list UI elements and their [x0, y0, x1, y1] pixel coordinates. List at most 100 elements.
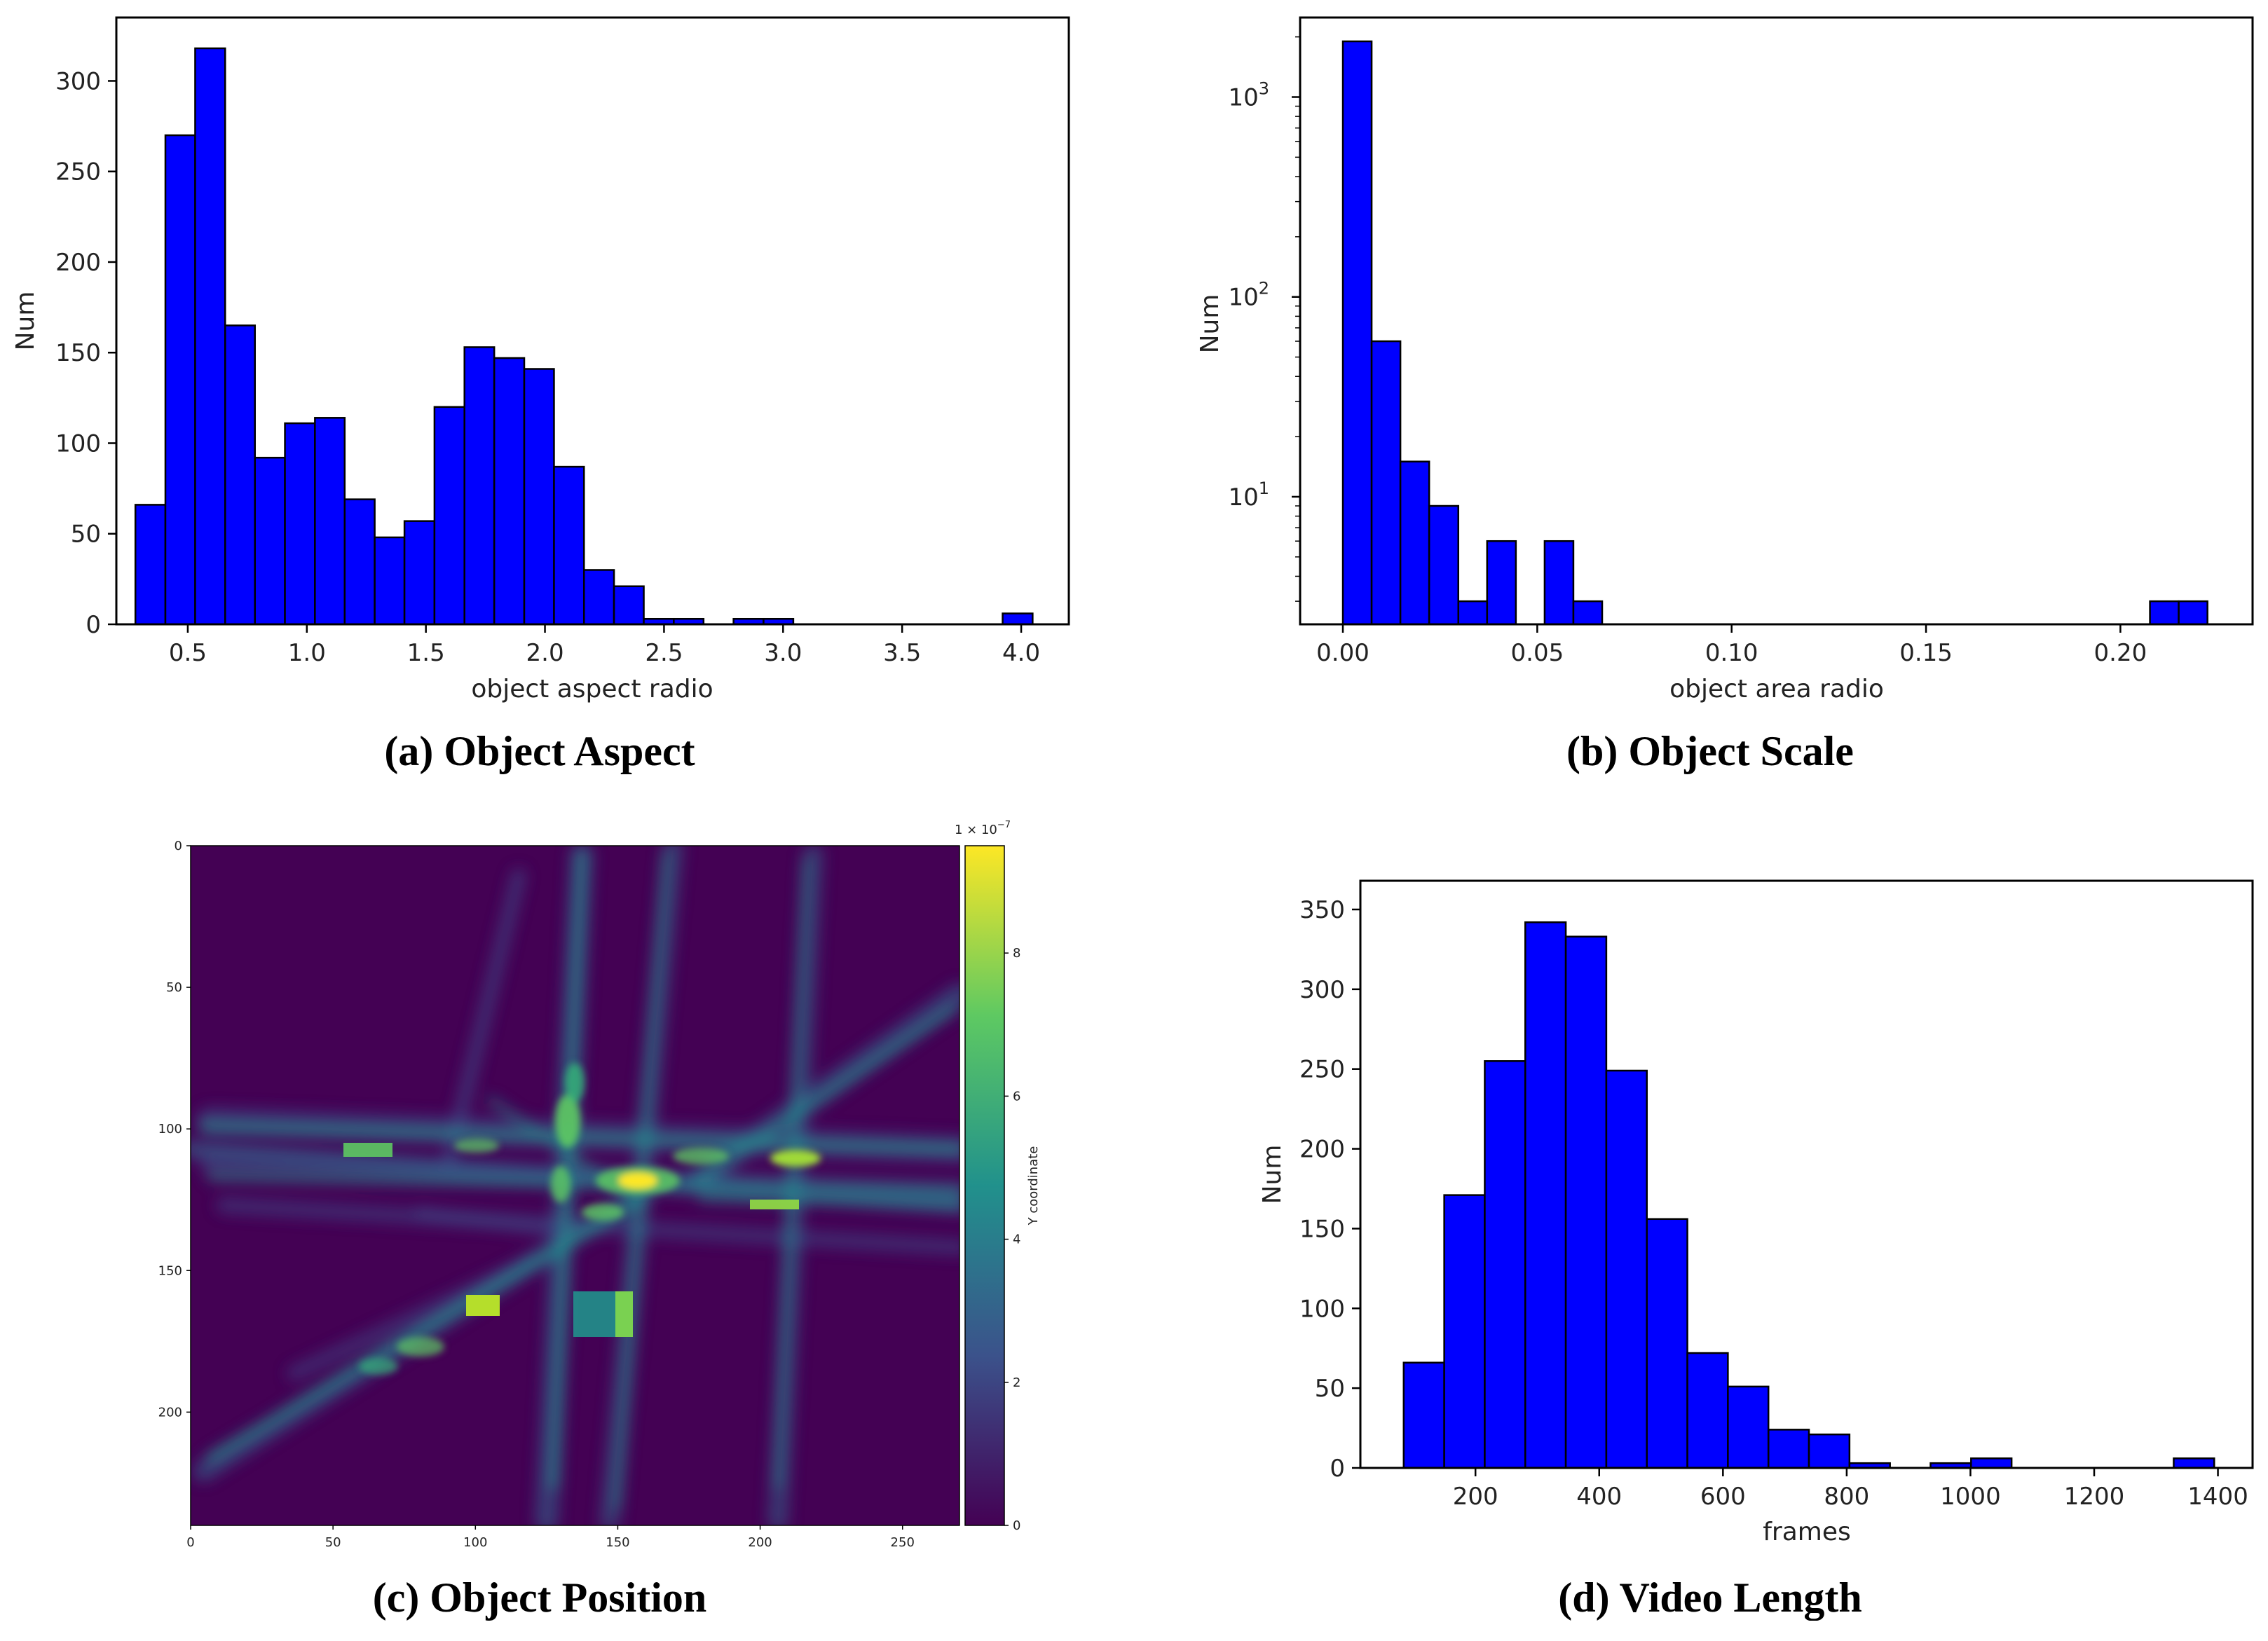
- histogram-bar: [1767, 1429, 1810, 1469]
- histogram-bar: [254, 456, 286, 626]
- y-tick-label: 50: [71, 521, 101, 549]
- x-tick-label: 1.0: [288, 639, 326, 667]
- histogram-bar: [1572, 600, 1604, 626]
- y-tick-base: 10: [1228, 284, 1258, 312]
- y-tick-label: 250: [55, 158, 101, 186]
- histogram-bar: [1486, 540, 1517, 626]
- heatmap-x-tick-label: 250: [891, 1535, 915, 1550]
- x-tick-label: 4.0: [1002, 639, 1040, 667]
- panel-d-ticks: 200 400 600 800 1000 1200 1400 0 50 100 150 200 250 3…: [1299, 896, 2248, 1511]
- panel-a-xlabel: object aspect radio: [471, 675, 713, 703]
- y-tick-label: 100: [55, 430, 101, 458]
- y-tick-label: 350: [1299, 896, 1345, 924]
- histogram-bar: [1808, 1433, 1851, 1469]
- histogram-bar: [1457, 600, 1489, 626]
- panel-b-bars: [1341, 40, 2208, 626]
- panel-d-ylabel: Num: [1258, 1145, 1287, 1204]
- histogram-bar: [2173, 1457, 2215, 1469]
- x-tick-label: 2.0: [526, 639, 564, 667]
- colorbar-scale: 1 × 10−7: [955, 820, 1011, 837]
- colorbar-tick-label: 4: [1013, 1233, 1020, 1247]
- histogram-bar: [1370, 340, 1402, 626]
- histogram-bar: [1443, 1194, 1486, 1469]
- x-tick-label: 0.20: [2094, 639, 2147, 667]
- y-tick-base: 10: [1228, 84, 1258, 112]
- histogram-bar: [1970, 1457, 2013, 1469]
- heatmap-colorbar-ticks: 0 2 4 6 8: [1004, 946, 1020, 1533]
- heatmap-y-tick-label: 200: [158, 1405, 182, 1420]
- y-tick-label: 100: [1299, 1295, 1345, 1323]
- x-tick-label: 600: [1700, 1483, 1746, 1511]
- histogram-bar: [1341, 40, 1373, 626]
- panel-a-bars: [134, 47, 1034, 626]
- colorbar-tick-label: 2: [1013, 1375, 1020, 1390]
- panel-a-ylabel: Num: [11, 291, 40, 351]
- x-tick-label: 1400: [2187, 1483, 2248, 1511]
- panel-b-ylabel: Num: [1196, 294, 1224, 354]
- histogram-bar: [2149, 600, 2180, 626]
- x-tick-label: 0.00: [1316, 639, 1369, 667]
- panel-b-frame: [1299, 16, 2254, 626]
- y-tick-label: 50: [1315, 1375, 1345, 1403]
- x-tick-label: 400: [1576, 1483, 1622, 1511]
- y-tick-label: 101: [1228, 479, 1269, 511]
- panel-d-xlabel: frames: [1763, 1518, 1851, 1546]
- histogram-bar: [463, 346, 496, 626]
- histogram-bar: [1402, 1361, 1445, 1469]
- heatmap-ticks: 0 50 100 150 200 250 0 50 100 150 200: [158, 839, 915, 1550]
- heatmap-y-tick-label: 150: [158, 1263, 182, 1278]
- y-tick-label: 150: [1299, 1215, 1345, 1243]
- y-tick-label: 200: [1299, 1136, 1345, 1164]
- y-tick-label: 300: [1299, 976, 1345, 1004]
- panel-d-bars: [1402, 921, 2215, 1469]
- histogram-bar: [1428, 504, 1460, 626]
- histogram-bar: [433, 406, 465, 626]
- y-tick-base: 10: [1228, 483, 1258, 511]
- panel-b-caption: (b) Object Scale: [1566, 728, 1854, 774]
- histogram-bar: [134, 504, 167, 626]
- histogram-bar: [314, 417, 346, 626]
- heatmap-x-tick-label: 100: [463, 1535, 487, 1550]
- heatmap-y-tick-label: 0: [175, 839, 182, 853]
- histogram-bar: [1605, 1069, 1648, 1469]
- panel-d-frame: [1359, 879, 2254, 1469]
- panel-a-caption: (a) Object Aspect: [384, 728, 695, 774]
- x-tick-label: 0.05: [1511, 639, 1564, 667]
- panel-c: 0 50 100 150 200 250 0 50 100 150 200 0 2 4 6 8 1 × 10…: [158, 820, 1041, 1621]
- histogram-bar: [1564, 935, 1608, 1469]
- heatmap-x-tick-label: 0: [186, 1535, 194, 1550]
- heatmap-colorbar: [964, 845, 1005, 1526]
- x-tick-label: 2.5: [645, 639, 683, 667]
- panel-b-xlabel: object area radio: [1669, 675, 1884, 703]
- histogram-bar: [2178, 600, 2208, 626]
- histogram-bar: [1543, 540, 1575, 626]
- histogram-bar: [583, 569, 615, 626]
- panel-a: 0.5 1.0 1.5 2.0 2.5 3.0 3.5 4.0 0 50 100 150 200 250 3…: [11, 16, 1070, 774]
- x-tick-label: 3.0: [764, 639, 802, 667]
- histogram-bar: [194, 47, 226, 626]
- histogram-bar: [1399, 460, 1430, 626]
- x-tick-label: 0.15: [1899, 639, 1953, 667]
- histogram-bar: [1484, 1060, 1526, 1469]
- histogram-bar: [613, 585, 645, 626]
- y-tick-label: 250: [1299, 1056, 1345, 1084]
- heatmap-image: [191, 846, 959, 1525]
- heatmap-frame: [190, 845, 960, 1526]
- x-tick-label: 0.5: [169, 639, 207, 667]
- y-tick-exponent: 1: [1259, 479, 1269, 498]
- histogram-bar: [403, 520, 436, 626]
- x-tick-label: 1000: [1940, 1483, 2001, 1511]
- histogram-bar: [493, 357, 526, 626]
- y-tick-exponent: 2: [1259, 279, 1269, 298]
- y-tick-label: 200: [55, 249, 101, 277]
- x-tick-label: 800: [1824, 1483, 1869, 1511]
- y-tick-label: 300: [55, 67, 101, 95]
- x-tick-label: 3.5: [883, 639, 921, 667]
- y-tick-label: 150: [55, 339, 101, 367]
- x-tick-label: 1.5: [407, 639, 445, 667]
- y-tick-exponent: 3: [1259, 79, 1269, 99]
- y-tick-label: 0: [1330, 1455, 1345, 1483]
